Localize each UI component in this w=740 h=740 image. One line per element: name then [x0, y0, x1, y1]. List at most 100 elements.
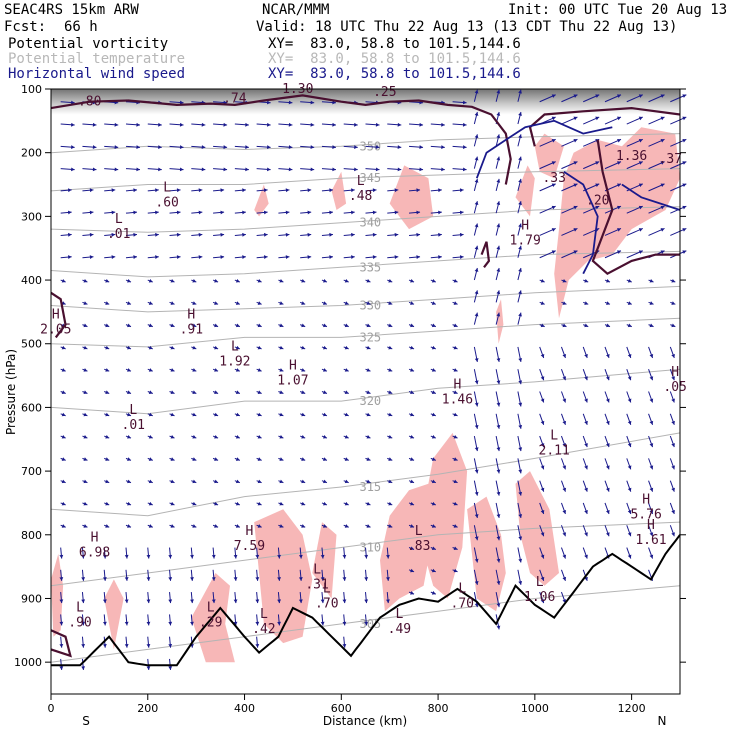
wind-vector [256, 210, 268, 215]
wind-vector [343, 323, 349, 328]
wind-vector [387, 501, 393, 506]
wind-vector [430, 479, 437, 484]
wind-vector [430, 345, 437, 350]
wind-vector [473, 435, 479, 452]
wind-vector [147, 145, 162, 149]
svg-text:H: H [245, 524, 253, 539]
extremum-label: L2.11 [539, 429, 570, 459]
wind-vector [299, 390, 306, 394]
wind-vector [604, 480, 610, 492]
wind-vector [212, 301, 219, 305]
wind-vector [60, 390, 66, 394]
svg-text:L: L [536, 575, 544, 590]
wind-vector [321, 501, 328, 506]
svg-text:L: L [76, 601, 84, 616]
wind-vector [146, 636, 151, 648]
wind-vector [191, 210, 203, 215]
wind-vector [365, 390, 371, 394]
wind-vector [670, 301, 676, 305]
wind-vector [81, 636, 86, 648]
wind-vector [583, 161, 600, 170]
wind-vector [82, 412, 88, 417]
wind-vector [583, 116, 600, 125]
wind-vector [604, 228, 622, 236]
wind-vector [452, 479, 458, 484]
x-axis-label: Distance (km) [323, 714, 407, 728]
wind-vector [387, 390, 393, 394]
wind-vector [626, 369, 632, 381]
svg-text:L: L [395, 607, 403, 622]
wind-vector [560, 458, 567, 470]
wind-vector [430, 188, 442, 193]
wind-vectors [59, 89, 687, 671]
wind-vector [495, 525, 501, 541]
wind-vector [517, 267, 522, 281]
wind-vector [104, 457, 110, 461]
wind-vector [169, 301, 175, 305]
wind-vector [234, 122, 249, 127]
theta-label-335: 335 [359, 260, 381, 274]
svg-text:1.79: 1.79 [510, 233, 541, 248]
wind-vector [277, 592, 281, 604]
pv-contour-label: .74 [223, 92, 247, 107]
wind-vector [169, 188, 181, 193]
wind-vector [473, 480, 479, 496]
wind-vector [582, 547, 588, 559]
wind-vector [299, 301, 306, 305]
wind-vector [452, 434, 458, 439]
wind-vector [408, 457, 415, 461]
wind-vector [670, 323, 676, 328]
wind-vector [495, 592, 501, 608]
pv-contour-label: 1.36 [616, 149, 647, 164]
wind-vector [300, 100, 315, 105]
wind-vector [430, 591, 437, 595]
wind-vector [452, 210, 464, 215]
wind-vector [146, 614, 151, 626]
pv-shade-region [418, 432, 468, 599]
wind-vector [125, 501, 132, 506]
wind-vector [364, 569, 369, 581]
wind-vector [169, 145, 184, 149]
wind-vector [60, 412, 66, 417]
wind-vector [343, 345, 349, 350]
wind-vector [473, 156, 479, 169]
wind-vector [648, 435, 654, 448]
wind-vector [300, 167, 315, 172]
wind-vector [648, 94, 665, 103]
svg-text:1.46: 1.46 [442, 393, 473, 408]
wind-vector [60, 145, 75, 149]
wind-vector [60, 122, 75, 127]
wind-vector [473, 245, 479, 258]
wind-vector [255, 547, 260, 559]
wind-vector [560, 480, 567, 492]
wind-vector [147, 188, 159, 193]
wind-vector [321, 100, 336, 105]
svg-text:L: L [231, 339, 239, 354]
svg-text:2.11: 2.11 [539, 444, 570, 459]
extremum-label: H1.61 [635, 518, 666, 548]
pv-contour-label: .33 [542, 171, 565, 186]
wind-vector [539, 323, 545, 328]
svg-text:H: H [52, 308, 60, 323]
extremum-label: L.60 [155, 180, 178, 210]
wind-vector [169, 479, 175, 484]
extremum-label: L.70 [315, 581, 338, 611]
wind-vector [104, 501, 110, 506]
wind-vector [539, 502, 545, 515]
wind-vector [212, 278, 219, 283]
wind-vector [517, 458, 523, 474]
wind-vector [343, 255, 355, 259]
wind-vector [81, 614, 86, 626]
wind-vector [298, 547, 303, 559]
wind-vector [320, 547, 325, 559]
wind-vector [343, 368, 349, 372]
wind-vector [342, 569, 347, 581]
pv-contour-label: .25 [373, 85, 396, 100]
wind-vector [452, 390, 458, 394]
wind-vector [409, 188, 421, 193]
wind-vector [320, 569, 325, 581]
field-name-theta: Potential temperature [8, 51, 186, 67]
wind-vector [82, 479, 88, 484]
theta-label-330: 330 [359, 299, 381, 313]
wind-vector [430, 278, 437, 283]
